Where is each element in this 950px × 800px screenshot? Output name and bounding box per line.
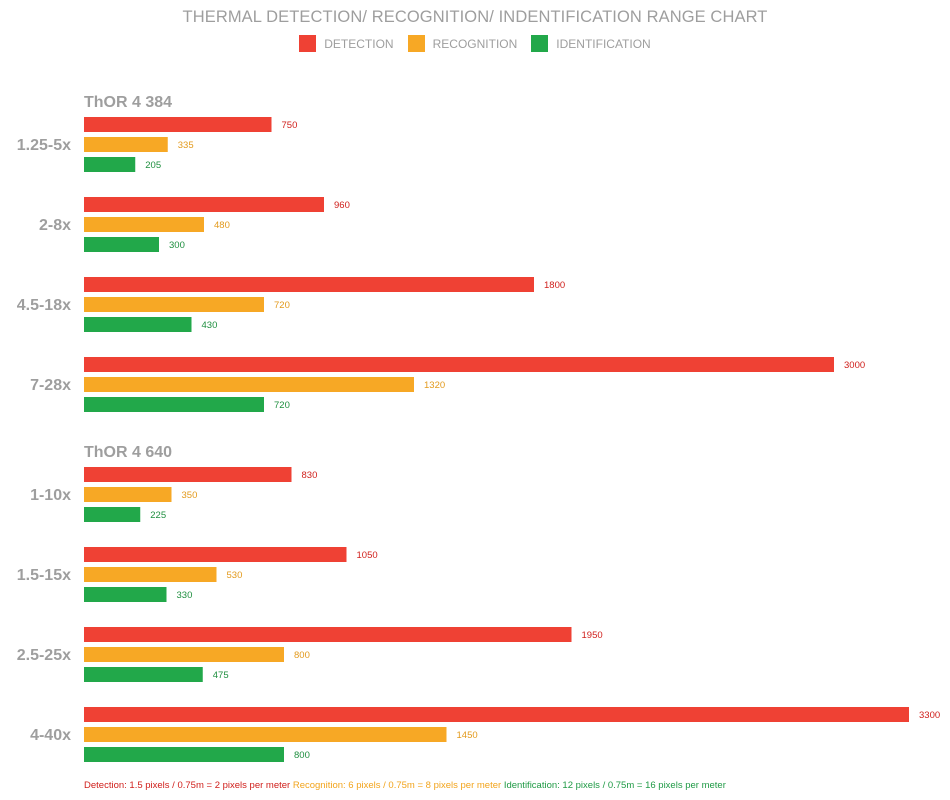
legend: DETECTION RECOGNITION IDENTIFICATION	[0, 35, 950, 52]
bar-detection	[84, 117, 272, 132]
legend-item-detection: DETECTION	[299, 35, 394, 52]
legend-swatch-identification	[531, 35, 549, 52]
bar-recognition	[84, 377, 414, 392]
bar-recognition	[84, 297, 264, 312]
value-label-detection: 3300	[919, 710, 940, 721]
value-label-detection: 1050	[357, 550, 378, 561]
value-label-detection: 830	[302, 470, 318, 481]
bar-identification	[84, 587, 167, 602]
footnote: Detection: 1.5 pixels / 0.75m = 2 pixels…	[84, 780, 726, 791]
category-label: 4.5-18x	[17, 297, 71, 314]
value-label-recognition: 800	[294, 650, 310, 661]
group-title: ThOR 4 384	[84, 94, 172, 111]
value-label-detection: 1950	[582, 630, 603, 641]
value-label-recognition: 1450	[457, 730, 478, 741]
value-label-detection: 3000	[844, 360, 865, 371]
bar-identification	[84, 397, 264, 412]
bar-recognition	[84, 647, 284, 662]
value-label-recognition: 350	[182, 490, 198, 501]
bar-identification	[84, 667, 203, 682]
bar-detection	[84, 197, 324, 212]
category-label: 1.5-15x	[17, 567, 71, 584]
legend-swatch-recognition	[407, 35, 425, 52]
legend-item-recognition: RECOGNITION	[407, 35, 518, 52]
footnote-recognition: Recognition: 6 pixels / 0.75m = 8 pixels…	[292, 780, 502, 791]
value-label-identification: 300	[169, 240, 185, 251]
bar-identification	[84, 507, 141, 522]
bar-identification	[84, 157, 136, 172]
legend-label-identification: IDENTIFICATION	[556, 36, 651, 51]
value-label-recognition: 335	[178, 140, 194, 151]
value-label-identification: 800	[294, 750, 310, 761]
category-label: 2.5-25x	[17, 647, 71, 664]
category-label: 4-40x	[30, 727, 71, 744]
value-label-identification: 225	[150, 510, 166, 521]
footnote-identification: Identification: 12 pixels / 0.75m = 16 p…	[503, 780, 726, 791]
value-label-recognition: 1320	[424, 380, 445, 391]
value-label-detection: 750	[282, 120, 298, 131]
legend-item-identification: IDENTIFICATION	[531, 35, 651, 52]
footnote-detection: Detection: 1.5 pixels / 0.75m = 2 pixels…	[84, 780, 291, 791]
value-label-detection: 960	[334, 200, 350, 211]
bar-detection	[84, 277, 534, 292]
value-label-identification: 720	[274, 400, 290, 411]
category-label: 1-10x	[30, 487, 71, 504]
bar-detection	[84, 707, 909, 722]
value-label-identification: 205	[145, 160, 161, 171]
bar-recognition	[84, 567, 217, 582]
bar-recognition	[84, 487, 172, 502]
value-label-detection: 1800	[544, 280, 565, 291]
bar-detection	[84, 547, 347, 562]
value-label-recognition: 530	[227, 570, 243, 581]
bar-identification	[84, 317, 192, 332]
value-label-recognition: 480	[214, 220, 230, 231]
value-label-recognition: 720	[274, 300, 290, 311]
value-label-identification: 330	[177, 590, 193, 601]
category-label: 2-8x	[39, 217, 71, 234]
bar-recognition	[84, 217, 204, 232]
legend-swatch-detection	[299, 35, 317, 52]
legend-label-recognition: RECOGNITION	[432, 36, 518, 51]
category-label: 1.25-5x	[17, 137, 71, 154]
category-label: 7-28x	[30, 377, 71, 394]
bar-detection	[84, 467, 292, 482]
bar-detection	[84, 627, 572, 642]
bar-identification	[84, 747, 284, 762]
bar-identification	[84, 237, 159, 252]
bar-detection	[84, 357, 834, 372]
value-label-identification: 475	[213, 670, 229, 681]
value-label-identification: 430	[202, 320, 218, 331]
bar-recognition	[84, 137, 168, 152]
chart-title: THERMAL DETECTION/ RECOGNITION/ INDENTIF…	[182, 8, 768, 26]
group-title: ThOR 4 640	[84, 444, 172, 461]
bar-recognition	[84, 727, 447, 742]
legend-label-detection: DETECTION	[324, 36, 394, 51]
